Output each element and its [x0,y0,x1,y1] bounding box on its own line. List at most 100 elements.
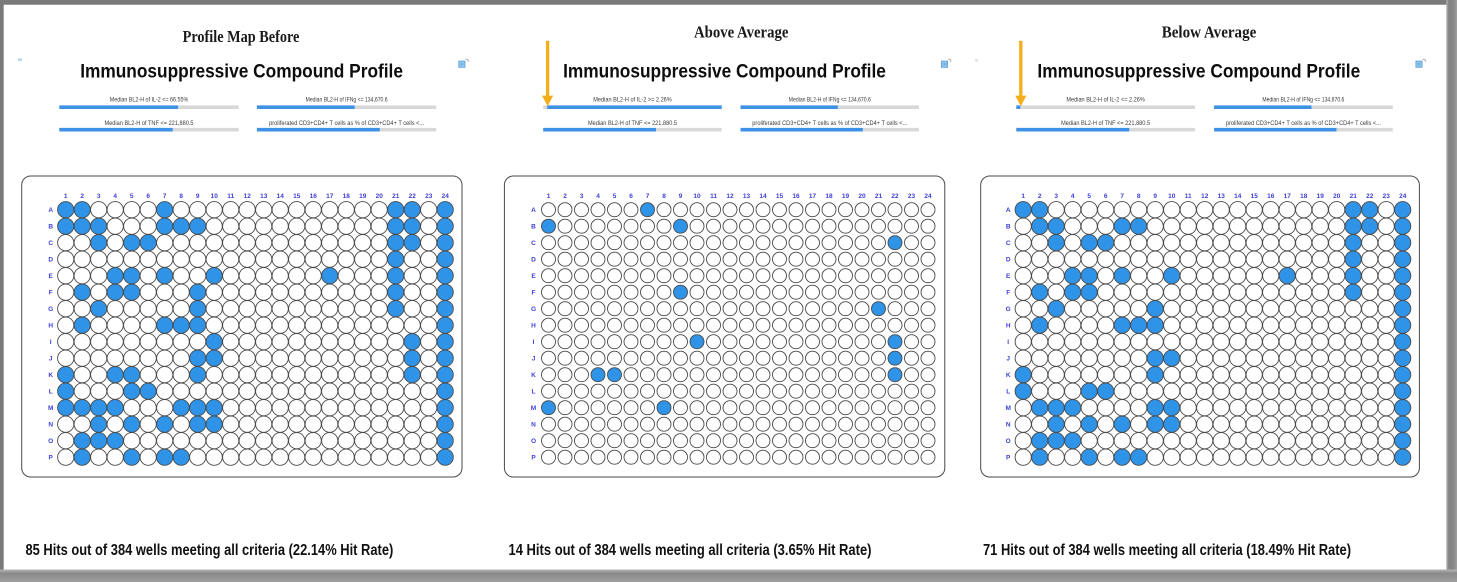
svg-text:A: A [48,207,53,214]
svg-text:A: A [531,207,536,214]
svg-text:16: 16 [1267,193,1275,200]
svg-text:22: 22 [1366,193,1374,200]
svg-text:5: 5 [613,193,617,200]
svg-text:L: L [49,389,53,396]
svg-text:3: 3 [97,193,101,200]
svg-text:2: 2 [1038,193,1042,200]
svg-text:3: 3 [580,193,584,200]
svg-text:Median BL2-H of IFNg <= 134,67: Median BL2-H of IFNg <= 134,670.6 [306,96,388,103]
svg-text:4: 4 [1071,193,1075,200]
svg-text:F: F [1006,290,1010,297]
svg-text:1: 1 [64,193,68,200]
svg-text:Profile Map Before: Profile Map Before [183,27,300,46]
svg-text:21: 21 [1350,193,1358,200]
svg-text:19: 19 [359,193,367,200]
svg-text:23: 23 [1383,193,1391,200]
svg-text:14: 14 [759,193,767,200]
svg-text:2: 2 [80,193,84,200]
svg-text:F: F [532,290,536,297]
svg-text:Median BL2-H of IL-2 <= 2.26%: Median BL2-H of IL-2 <= 2.26% [1066,96,1145,103]
svg-text:20: 20 [858,193,866,200]
svg-text:14: 14 [277,193,285,200]
svg-text:L: L [1006,389,1010,396]
svg-text:18: 18 [343,193,351,200]
svg-text:proliferated CD3+CD4+ T cells: proliferated CD3+CD4+ T cells as % of CD… [752,120,907,127]
svg-text:21: 21 [875,193,883,200]
svg-text:A: A [1006,207,1011,214]
svg-text:20: 20 [376,193,384,200]
svg-text:Median BL2-H of IFNg <= 134,67: Median BL2-H of IFNg <= 134,670.6 [789,96,871,103]
svg-text:23: 23 [425,193,433,200]
svg-text:15: 15 [776,193,784,200]
svg-text:8: 8 [1137,193,1141,200]
svg-text:Median BL2-H of TNF <= 221,880: Median BL2-H of TNF <= 221,880.5 [105,120,194,127]
svg-text:18: 18 [1300,193,1308,200]
svg-text:K: K [48,372,53,379]
svg-text:10: 10 [693,193,701,200]
svg-text:11: 11 [1185,193,1192,200]
svg-text:C: C [531,240,536,247]
svg-text:7: 7 [1120,193,1124,200]
svg-text:14: 14 [1234,193,1242,200]
svg-text:Above Average: Above Average [694,22,788,41]
svg-text:G: G [1006,306,1011,313]
svg-text:L: L [532,389,536,396]
svg-text:4: 4 [113,193,117,200]
svg-text:13: 13 [743,193,751,200]
svg-text:M: M [48,405,53,412]
svg-text:6: 6 [1104,193,1108,200]
svg-text:13: 13 [260,193,268,200]
svg-text:5: 5 [130,193,134,200]
svg-text:Below Average: Below Average [1162,22,1257,41]
svg-text:22: 22 [891,193,899,200]
svg-text:B: B [1006,224,1011,231]
svg-text:24: 24 [1399,193,1407,200]
svg-text:Median BL2-H of IL-2 >= 2.26%: Median BL2-H of IL-2 >= 2.26% [593,96,672,103]
svg-text:P: P [1006,455,1011,462]
svg-text:J: J [49,356,53,363]
svg-text:24: 24 [442,193,450,200]
svg-text:12: 12 [726,193,734,200]
svg-text:F: F [49,290,53,297]
svg-text:Immunosuppressive Compound Pro: Immunosuppressive Compound Profile [563,61,886,82]
svg-text:Immunosuppressive Compound Pro: Immunosuppressive Compound Profile [80,61,403,82]
svg-text:18: 18 [825,193,833,200]
svg-text:N: N [48,422,53,429]
svg-text:3: 3 [1054,193,1058,200]
svg-text:71 Hits out of 384 wells meeti: 71 Hits out of 384 wells meeting all cri… [983,542,1351,559]
svg-text:H: H [1006,323,1011,330]
svg-text:D: D [48,257,53,264]
svg-text:7: 7 [646,193,650,200]
svg-text:6: 6 [629,193,633,200]
svg-text:C: C [48,240,53,247]
svg-text:17: 17 [809,193,817,200]
svg-text:G: G [48,306,53,313]
svg-text:O: O [1006,438,1011,445]
svg-text:9: 9 [196,193,200,200]
svg-text:Median BL2-H of IFNg <= 134,67: Median BL2-H of IFNg <= 134,670.6 [1262,96,1344,103]
svg-text:P: P [531,455,536,462]
svg-text:K: K [1006,372,1011,379]
svg-text:20: 20 [1333,193,1341,200]
svg-text:10: 10 [1168,193,1176,200]
svg-text:19: 19 [842,193,850,200]
svg-text:8: 8 [662,193,666,200]
svg-text:11: 11 [710,193,717,200]
svg-text:D: D [1006,257,1011,264]
svg-text:11: 11 [227,193,234,200]
svg-text:14 Hits out of 384 wells meeti: 14 Hits out of 384 wells meeting all cri… [509,542,872,559]
svg-text:1: 1 [1021,193,1025,200]
svg-text:24: 24 [924,193,932,200]
svg-text:Median BL2-H of IL-2 <= 66.55%: Median BL2-H of IL-2 <= 66.55% [110,96,189,103]
svg-text:6: 6 [146,193,150,200]
svg-text:16: 16 [310,193,318,200]
svg-text:8: 8 [179,193,183,200]
svg-text:N: N [1006,422,1011,429]
svg-text:O: O [48,438,53,445]
svg-text:N: N [531,422,536,429]
svg-text:E: E [49,273,54,280]
svg-text:I: I [1007,339,1009,346]
svg-text:22: 22 [409,193,417,200]
svg-text:E: E [531,273,536,280]
svg-text:13: 13 [1218,193,1226,200]
